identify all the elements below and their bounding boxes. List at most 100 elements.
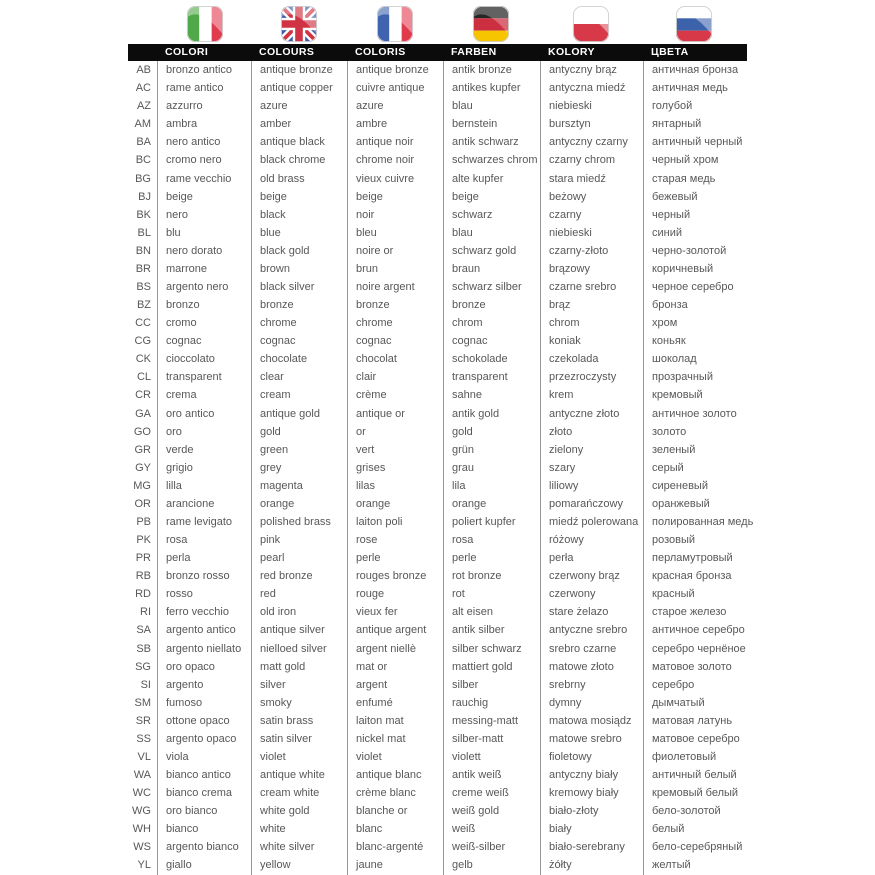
cell-fr: mat or [347, 657, 443, 676]
cell-de: silber [443, 675, 540, 694]
cell-code: BR [135, 262, 151, 275]
cell-en: nielloed silver [251, 639, 347, 658]
cell-fr: antique argent [347, 621, 443, 640]
table-row: SG oro opaco matt gold mat or mattiert gold m… [128, 657, 875, 676]
cell-fr: ambre [347, 115, 443, 134]
cell-fr: nickel mat [347, 729, 443, 748]
cell-ru: дымчатый [643, 693, 853, 712]
cell-ru: фиолетовый [643, 747, 853, 767]
table-row: SI argento silver argent silber srebrny серебр… [128, 675, 875, 694]
cell-code: SM [134, 696, 152, 709]
cell-pl: antyczny biały [540, 766, 643, 785]
table-row: AB bronzo antico antique bronze antique bro… [128, 61, 875, 80]
cell-fr: argent [347, 675, 443, 694]
cell-en: satin brass [251, 711, 347, 730]
cell-ru: бежевый [643, 187, 853, 206]
cell-en: red bronze [251, 567, 347, 586]
cell-code: CG [134, 335, 152, 348]
table-row: AC rame antico antique copper cuivre antiqu… [128, 79, 875, 98]
cell-fr: grises [347, 458, 443, 477]
cell-pl: niebieski [540, 223, 643, 242]
cell-fr: chrome [347, 314, 443, 333]
cell-it: lilla [157, 476, 251, 495]
cell-de: antik gold [443, 404, 540, 423]
flag-italy-icon [186, 5, 224, 43]
flag-uk-icon [280, 5, 318, 43]
cell-code: GA [135, 407, 151, 420]
cell-code: WA [133, 769, 151, 782]
table-row: WA bianco antico antique white antique blan… [128, 766, 875, 785]
cell-it: bronzo antico [157, 61, 251, 80]
cell-en: gold [251, 422, 347, 441]
cell-pl: niebieski [540, 97, 643, 116]
cell-pl: krem [540, 386, 643, 405]
cell-en: bronze [251, 296, 347, 315]
cell-de: schwarz gold [443, 241, 540, 260]
cell-fr: azure [347, 97, 443, 116]
table-row: RI ferro vecchio old iron vieux fer alt eise… [128, 603, 875, 622]
cell-it: blu [157, 223, 251, 242]
cell-en: old iron [251, 603, 347, 622]
cell-en: antique silver [251, 621, 347, 640]
cell-fr: bronze [347, 296, 443, 315]
table-row: BZ bronzo bronze bronze bronze brąz бронза [128, 296, 875, 315]
table-row: SR ottone opaco satin brass laiton mat messi… [128, 711, 875, 730]
cell-it: cromo nero [157, 151, 251, 170]
cell-it: ottone opaco [157, 711, 251, 730]
cell-code: AZ [136, 100, 151, 113]
cell-pl: przezroczysty [540, 368, 643, 387]
cell-code: BK [136, 208, 151, 221]
cell-en: smoky [251, 693, 347, 712]
cell-en: black gold [251, 241, 347, 260]
cell-fr: brun [347, 259, 443, 278]
table-row: PR perla pearl perle perle perła перламутровый [128, 549, 875, 568]
cell-fr: lilas [347, 476, 443, 495]
table-row: VL viola violet violet violett fioletowy фиоле… [128, 747, 875, 767]
cell-de: transparent [443, 368, 540, 387]
cell-en: yellow [251, 856, 347, 875]
cell-ru: античная медь [643, 79, 853, 98]
header-kolory: KOLORY [548, 46, 595, 58]
cell-en: orange [251, 494, 347, 513]
table-header-bar: COLORI COLOURS COLORIS FARBEN KOLORY ЦВЕ… [128, 44, 747, 61]
cell-de: cognac [443, 332, 540, 351]
cell-code: WG [132, 805, 151, 818]
table-row: CL transparent clear clair transparent przezr… [128, 368, 875, 387]
cell-de: antik silber [443, 621, 540, 640]
cell-it: cioccolato [157, 350, 251, 369]
cell-de: antik bronze [443, 61, 540, 80]
table-row: CK cioccolato chocolate chocolat schokolade c… [128, 350, 875, 369]
table-row: SM fumoso smoky enfumé rauchig dymny дымчатый [128, 693, 875, 712]
cell-en: violet [251, 747, 347, 767]
cell-en: white silver [251, 838, 347, 857]
cell-ru: черно-золотой [643, 241, 853, 260]
cell-pl: brązowy [540, 259, 643, 278]
cell-fr: bleu [347, 223, 443, 242]
cell-ru: бронза [643, 296, 853, 315]
cell-fr: antique bronze [347, 61, 443, 80]
cell-pl: różowy [540, 531, 643, 550]
cell-ru: синий [643, 223, 853, 242]
cell-en: brown [251, 259, 347, 278]
cell-code: BA [136, 136, 151, 149]
cell-it: transparent [157, 368, 251, 387]
cell-de: grün [443, 440, 540, 459]
cell-ru: зеленый [643, 440, 853, 459]
table-row: WS argento bianco white silver blanc-argent… [128, 838, 875, 857]
cell-pl: chrom [540, 314, 643, 333]
cell-ru: белый [643, 820, 853, 839]
cell-it: oro antico [157, 404, 251, 423]
cell-fr: antique noir [347, 133, 443, 152]
cell-en: white [251, 820, 347, 839]
cell-code: PK [136, 534, 151, 547]
cell-fr: laiton poli [347, 512, 443, 532]
cell-it: oro [157, 422, 251, 441]
cell-en: grey [251, 458, 347, 477]
cell-ru: античная бронза [643, 61, 853, 80]
cell-pl: czarny chrom [540, 151, 643, 170]
cell-pl: stara miedź [540, 169, 643, 188]
cell-it: bianco antico [157, 766, 251, 785]
cell-en: red [251, 585, 347, 604]
cell-pl: czarny-złoto [540, 241, 643, 260]
cell-it: nero dorato [157, 241, 251, 260]
